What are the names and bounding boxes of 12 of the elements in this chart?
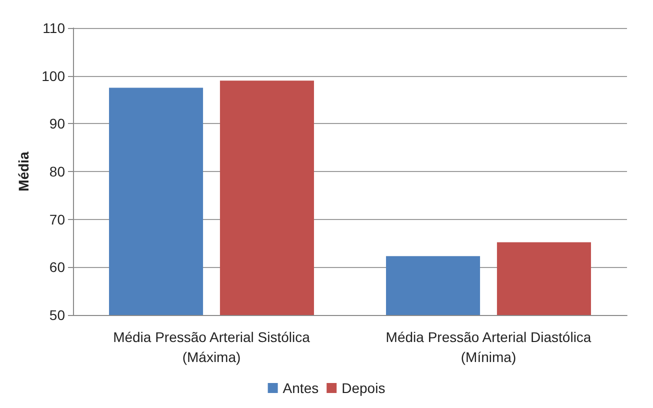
y-tick-label: 60 [49,259,66,276]
y-tick-label: 80 [49,164,66,180]
legend-label: Depois [342,380,386,396]
y-axis-title: Média [16,151,32,192]
y-tick-label: 50 [49,307,66,323]
y-tick-label: 70 [49,211,66,228]
y-tick-label: 110 [42,20,66,36]
x-tick-label: Média Pressão Arterial Diastólica (Mínima) [386,329,592,365]
legend-label: Antes [282,380,319,396]
y-tick-label: 90 [49,116,66,132]
x-tick-label: Média Pressão Arterial Sistólica (Máxima) [113,329,310,365]
y-tick-label: 100 [42,68,66,84]
